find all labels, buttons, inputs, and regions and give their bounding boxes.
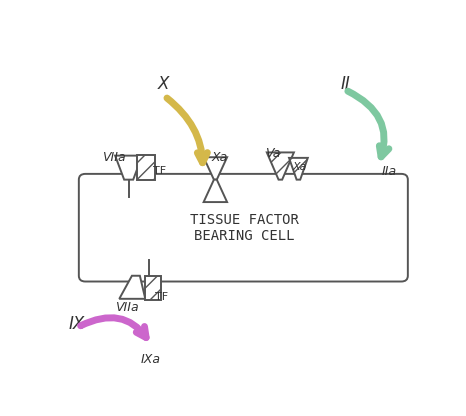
Text: IX: IX [69,315,85,333]
FancyArrowPatch shape [167,98,207,163]
Text: TISSUE FACTOR
BEARING CELL: TISSUE FACTOR BEARING CELL [190,213,299,243]
Text: VIIa: VIIa [103,151,126,163]
FancyArrowPatch shape [81,318,146,337]
Text: TF: TF [153,166,166,176]
Polygon shape [115,156,142,180]
Text: Va: Va [266,147,281,161]
Text: II: II [341,74,350,92]
Polygon shape [145,276,161,300]
Polygon shape [267,152,294,180]
Polygon shape [137,155,155,180]
Polygon shape [204,157,227,180]
FancyBboxPatch shape [79,174,408,282]
Text: IXa: IXa [140,353,160,366]
Text: X: X [158,74,169,92]
Text: VIIa: VIIa [115,301,139,314]
Text: TF: TF [155,292,168,302]
Text: Xa: Xa [212,151,228,163]
Text: IIa: IIa [382,165,397,178]
FancyArrowPatch shape [348,91,389,157]
Text: Xa: Xa [292,162,307,172]
Polygon shape [289,158,308,180]
Polygon shape [119,276,145,299]
Polygon shape [204,180,227,202]
